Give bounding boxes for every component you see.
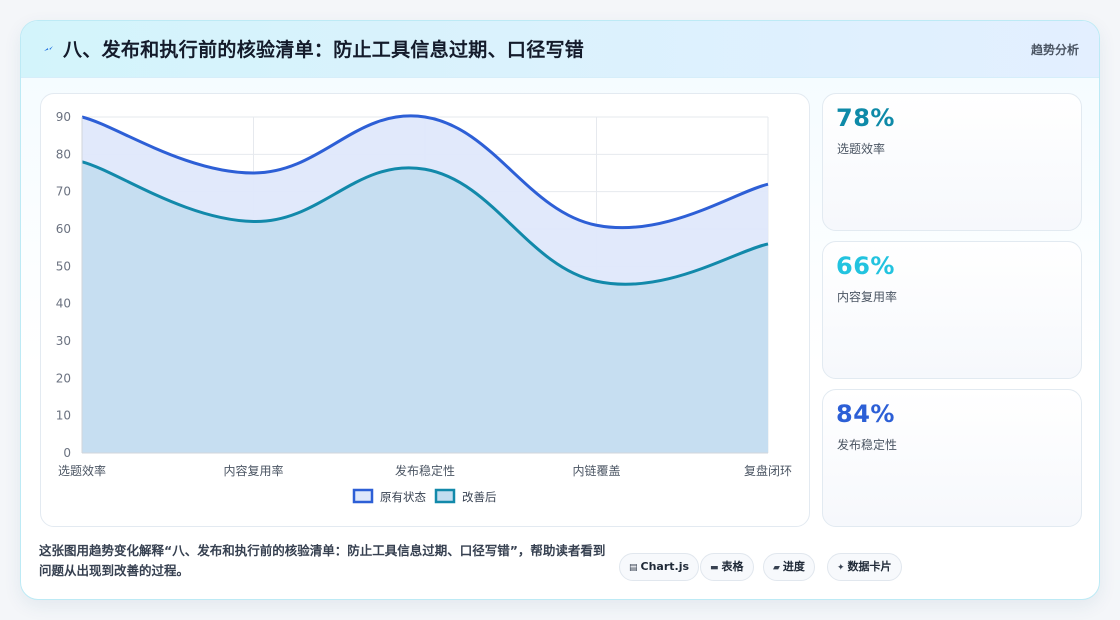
tag-label: 表格 (721, 560, 744, 573)
stat-card-selection-efficiency: 78% 选题效率 (822, 93, 1082, 231)
y-tick-label: 90 (56, 110, 71, 124)
tag-progress[interactable]: ▰ 进度 (763, 553, 815, 581)
tag-label: Chart.js (640, 560, 690, 573)
y-tick-label: 70 (56, 185, 71, 199)
legend-label: 原有状态 (380, 490, 426, 504)
chart-description: 这张图用趋势变化解释“八、发布和执行前的核验清单：防止工具信息过期、口径写错”，… (39, 543, 606, 578)
x-tick-label: 发布稳定性 (395, 463, 455, 478)
y-tick-label: 60 (56, 222, 71, 236)
stat-label: 发布稳定性 (837, 438, 898, 452)
legend-label: 改善后 (462, 490, 497, 504)
progress-icon: ▰ (773, 563, 780, 573)
stat-label: 内容复用率 (837, 290, 898, 304)
x-tick-label: 选题效率 (58, 463, 106, 478)
sparkle-icon: ✦ (837, 563, 845, 573)
card-header: 八、发布和执行前的核验清单：防止工具信息过期、口径写错 趋势分析 (21, 21, 1099, 78)
y-tick-label: 80 (56, 147, 71, 161)
series-line-1 (81, 114, 769, 230)
stat-value: 84% (836, 400, 895, 428)
chart-icon: ▤ (629, 563, 638, 573)
series-area-2 (82, 161, 768, 454)
stat-card-publish-stability: 84% 发布稳定性 (822, 389, 1082, 527)
y-tick-label: 40 (56, 297, 71, 311)
stat-label: 选题效率 (837, 142, 886, 156)
tag-label: 数据卡片 (847, 560, 892, 573)
main-card: 八、发布和执行前的核验清单：防止工具信息过期、口径写错 趋势分析 0 10 20 30… (20, 20, 1100, 600)
trend-analysis-label: 趋势分析 (1030, 43, 1079, 57)
stat-card-content-reuse: 66% 内容复用率 (822, 241, 1082, 379)
table-icon: ▬ (710, 563, 719, 573)
y-tick-label: 30 (56, 334, 71, 348)
stat-value: 66% (836, 252, 895, 280)
stat-value: 78% (836, 104, 895, 132)
y-tick-label: 20 (56, 371, 71, 385)
legend-swatch (352, 488, 374, 504)
tag-table[interactable]: ▬ 表格 (700, 553, 754, 581)
x-tick-label: 复盘闭环 (744, 463, 792, 478)
series-line-2 (81, 160, 769, 286)
legend-swatch (434, 488, 456, 504)
chart-panel: 0 10 20 30 40 50 60 70 80 90 选题效率 内容复用率 发布稳定性 内链覆盖 复盘闭… (40, 93, 810, 527)
tag-label: 进度 (782, 560, 805, 573)
x-tick-label: 内链覆盖 (572, 463, 620, 478)
y-tick-label: 0 (63, 446, 71, 460)
tag-data-cards[interactable]: ✦ 数据卡片 (827, 553, 902, 581)
y-tick-label: 50 (56, 259, 71, 273)
y-tick-label: 10 (56, 409, 71, 423)
x-tick-label: 内容复用率 (223, 463, 283, 478)
page-title: 八、发布和执行前的核验清单：防止工具信息过期、口径写错 (63, 39, 585, 61)
lightning-icon (41, 41, 57, 57)
area-chart: 0 10 20 30 40 50 60 70 80 90 选题效率 内容复用率 发布稳定性 内链覆盖 复盘闭… (56, 110, 792, 504)
tag-chartjs[interactable]: ▤ Chart.js (619, 553, 700, 581)
